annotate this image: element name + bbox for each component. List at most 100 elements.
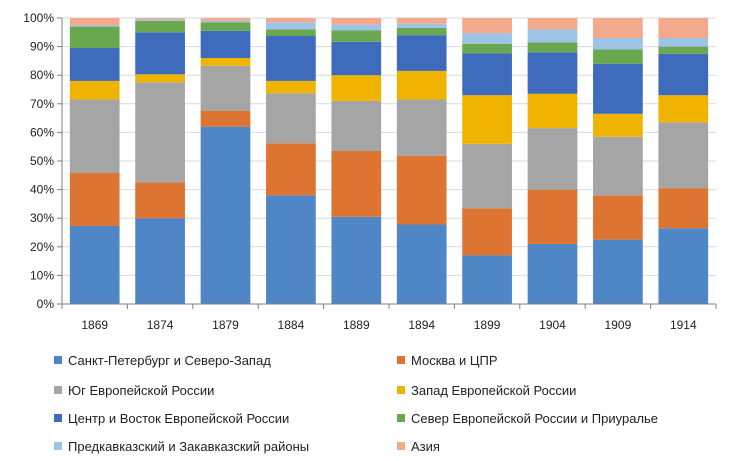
bar-segment (527, 243, 578, 304)
x-tick-label: 1894 (408, 318, 435, 332)
y-tick-label: 0% (37, 297, 55, 311)
bar-segment (658, 228, 709, 304)
bar-segment (266, 80, 316, 94)
bar-segment (527, 42, 578, 53)
bar-segment (69, 173, 120, 226)
legend-label: Запад Европейской России (411, 382, 577, 398)
legend: Санкт-Петербург и Северо-Запад Москва и Ц… (0, 344, 730, 461)
bar-segment (266, 22, 316, 30)
legend-label: Юг Европейской России (68, 382, 215, 398)
legend-swatch (54, 414, 62, 422)
bar-segment (135, 182, 185, 219)
y-tick-label: 90% (30, 40, 54, 54)
bar-segment (593, 113, 643, 137)
bar-segment (69, 25, 120, 27)
bar-segment (331, 150, 382, 217)
bar-segment (658, 53, 709, 96)
bar-segment (658, 122, 709, 189)
bar-segment (135, 218, 185, 304)
legend-label: Москва и ЦПР (411, 352, 498, 368)
bar-segment (200, 20, 251, 23)
bar-segment (331, 18, 382, 25)
bar-segment (658, 38, 709, 47)
bar-segment (266, 18, 316, 23)
bar-segment (331, 24, 382, 31)
bar-segment (462, 33, 512, 44)
legend-swatch (54, 442, 62, 450)
bar-segment (69, 48, 120, 81)
legend-item: Санкт-Петербург и Северо-Запад (54, 350, 271, 370)
bar-segment (135, 18, 185, 20)
legend-label: Санкт-Петербург и Северо-Запад (68, 352, 271, 368)
bar-segment (200, 126, 251, 305)
y-tick-label: 70% (30, 97, 54, 111)
bar-segment (200, 110, 251, 127)
bar-segment (69, 80, 120, 100)
legend-label: Азия (411, 438, 440, 454)
bar-segment (396, 23, 447, 29)
bar-segment (396, 224, 447, 304)
legend-item: Север Европейской России и Приуралье (397, 408, 658, 428)
bar-segment (593, 18, 643, 39)
bar-segment (331, 100, 382, 151)
legend-label: Предкавказский и Закавказский районы (68, 438, 310, 454)
legend-item: Запад Европейской России (397, 380, 576, 400)
bar-segment (200, 58, 251, 66)
legend-swatch (397, 442, 405, 450)
bar-segment (593, 63, 643, 114)
x-tick-label: 1889 (343, 318, 370, 332)
bar-segment (593, 49, 643, 64)
bar-segment (396, 28, 447, 36)
bar-segment (658, 95, 709, 123)
legend-swatch (397, 414, 405, 422)
x-tick-label: 1869 (81, 318, 108, 332)
bar-segment (331, 75, 382, 101)
bar-segment (658, 46, 709, 54)
x-tick-label: 1914 (670, 318, 697, 332)
bar-segment (462, 208, 512, 256)
y-tick-label: 40% (30, 183, 54, 197)
bar-segment (69, 225, 120, 304)
legend-item: Москва и ЦПР (397, 350, 498, 370)
bar-segment (69, 26, 120, 49)
bar-segment (462, 43, 512, 54)
stacked-bar-chart: 0%10%20%30%40%50%60%70%80%90%100% 1869 18… (23, 11, 717, 332)
bar-segment (527, 93, 578, 129)
x-tick-label: 1874 (147, 318, 174, 332)
bars (69, 18, 709, 305)
bar-segment (593, 136, 643, 196)
bar-segment (200, 30, 251, 59)
legend-label: Центр и Восток Европейской России (68, 410, 290, 426)
bar-segment (593, 239, 643, 304)
x-tick-label: 1884 (278, 318, 305, 332)
bar-segment (658, 18, 709, 39)
y-tick-label: 50% (30, 154, 54, 168)
x-tick-label: 1904 (539, 318, 566, 332)
bar-segment (266, 195, 316, 304)
bar-segment (266, 36, 316, 81)
bar-segment (135, 19, 185, 21)
bar-segment (658, 188, 709, 229)
x-axis-ticks: 1869 1874 1879 1884 1889 1894 1899 1904 1909 1914 (61, 304, 717, 332)
bar-segment (266, 143, 316, 196)
bar-segment (527, 52, 578, 94)
bar-segment (200, 18, 251, 21)
bar-segment (135, 74, 185, 83)
x-tick-label: 1899 (474, 318, 501, 332)
bar-segment (266, 93, 316, 144)
legend-swatch (54, 386, 62, 394)
legend-label: Север Европейской России и Приуралье (411, 410, 659, 426)
bar-segment (462, 255, 512, 304)
y-tick-label: 100% (23, 11, 54, 25)
bar-segment (462, 95, 512, 144)
bar-segment (266, 29, 316, 37)
x-tick-label: 1909 (605, 318, 632, 332)
y-tick-label: 10% (30, 268, 54, 282)
bar-segment (69, 99, 120, 174)
legend-item: Юг Европейской России (54, 380, 214, 400)
legend-item: Центр и Восток Европейской России (54, 408, 289, 428)
bar-segment (396, 70, 447, 100)
bar-segment (462, 18, 512, 34)
bar-segment (527, 128, 578, 190)
bar-segment (396, 155, 447, 225)
